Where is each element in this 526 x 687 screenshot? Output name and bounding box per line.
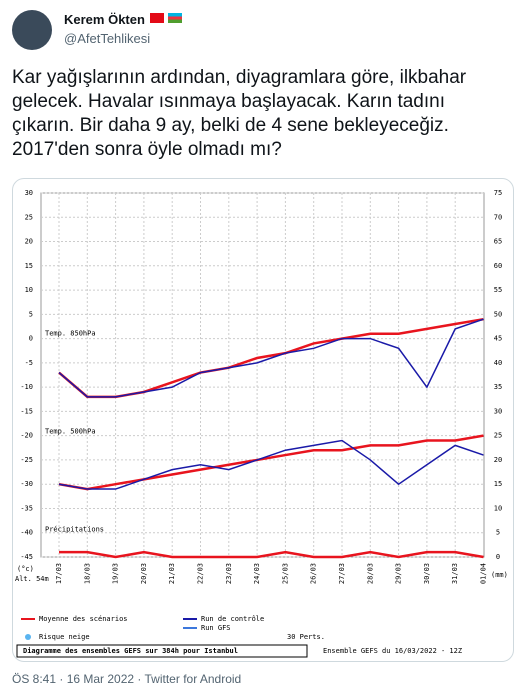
tweet-line: Kar yağışlarının ardından, diyagramlara … (12, 67, 467, 88)
x-tick-label: 19/03 (112, 563, 120, 584)
series-line (58, 434, 484, 491)
flag-tr (150, 13, 164, 23)
plot-area (40, 192, 485, 558)
y-tick-label: 15 (25, 262, 33, 270)
x-tick-label: 23/03 (225, 563, 233, 584)
series-line (59, 550, 484, 559)
y2-tick-label: 50 (494, 310, 502, 318)
x-tick-label: 22/03 (197, 563, 205, 584)
x-tick-label: 21/03 (168, 563, 176, 584)
y2-unit: (mm) (491, 571, 508, 579)
y-tick-label: -25 (20, 456, 33, 464)
y2-tick-label: 20 (494, 456, 502, 464)
x-tick-label: 25/03 (281, 563, 289, 584)
y-tick-label: -30 (20, 480, 33, 488)
x-tick-label: 20/03 (140, 563, 148, 584)
y2-tick-label: 40 (494, 359, 502, 367)
legend-swatch (25, 634, 31, 640)
altitude: Alt. 54m (15, 575, 49, 583)
series-line (58, 318, 484, 398)
y2-tick-label: 35 (494, 383, 502, 391)
y-tick-label: 25 (25, 213, 33, 221)
legend-label: Run GFS (201, 624, 231, 632)
tweet-meta: ÖS 8:41 · 16 Mar 2022 · Twitter for Andr… (12, 672, 242, 686)
legend-label: Run de contrôle (201, 615, 264, 623)
y-tick-label: -45 (20, 553, 33, 561)
chart: 302520151050-5-10-15-20-25-30-35-40-4575… (15, 189, 508, 658)
legend-label: 30 Perts. (287, 633, 325, 641)
x-tick-label: 26/03 (310, 563, 318, 584)
legend-label: Risque neige (39, 633, 90, 641)
y-tick-label: -10 (20, 383, 33, 391)
y-tick-label: -40 (20, 529, 33, 537)
annotation: Temp. 500hPa (45, 428, 96, 436)
y-tick-label: 30 (25, 189, 33, 197)
x-tick-label: 24/03 (253, 563, 261, 584)
flag-az (168, 13, 182, 23)
tweet-line: 2017'den sonra öyle olmadı mı? (12, 139, 282, 160)
y-tick-label: 20 (25, 238, 33, 246)
y-tick-label: -15 (20, 407, 33, 415)
y2-tick-label: 65 (494, 238, 502, 246)
x-tick-label: 28/03 (366, 563, 374, 584)
y2-tick-label: 10 (494, 504, 502, 512)
y2-tick-label: 70 (494, 213, 502, 221)
x-tick-label: 17/03 (55, 563, 63, 584)
chart-title: Diagramme des ensembles GEFS sur 384h po… (23, 647, 238, 655)
y-unit: (°c) (17, 565, 34, 573)
user-handle[interactable]: @AfetTehlikesi (64, 31, 151, 46)
x-tick-label: 27/03 (338, 563, 346, 584)
x-tick-label: 30/03 (423, 563, 431, 584)
y-tick-label: 5 (29, 310, 33, 318)
annotation: Temp. 850hPa (45, 330, 96, 338)
y-tick-label: -20 (20, 432, 33, 440)
y2-tick-label: 75 (494, 189, 502, 197)
tweet-text: Kar yağışlarının ardından, diyagramlara … (12, 66, 466, 162)
y-tick-label: 0 (29, 335, 33, 343)
y2-tick-label: 55 (494, 286, 502, 294)
chart-subtitle: Ensemble GEFS du 16/03/2022 - 12Z (323, 647, 462, 655)
y-tick-label: 10 (25, 286, 33, 294)
y-tick-label: -5 (25, 359, 33, 367)
x-tick-label: 01/04 (480, 563, 488, 584)
user-name[interactable]: Kerem Ökten (64, 12, 145, 27)
y2-tick-label: 0 (496, 553, 500, 561)
tweet-line: gelecek. Havalar ısınmaya başlayacak. Ka… (12, 91, 446, 112)
image-frame[interactable]: 30 25 20 15 10 5 0 -5 -10 -15 -20 -25 -30 -35 -40 -45 75… (12, 178, 514, 662)
avatar[interactable] (12, 10, 52, 50)
y2-tick-label: 60 (494, 262, 502, 270)
y2-tick-label: 15 (494, 480, 502, 488)
y2-tick-label: 30 (494, 407, 502, 415)
y-tick-label: -35 (20, 504, 33, 512)
tweet-line: çıkarın. Bir daha 9 ay, belki de 4 sene … (12, 115, 449, 136)
title-box (16, 644, 308, 658)
x-tick-label: 29/03 (395, 563, 403, 584)
legend-label: Moyenne des scénarios (39, 615, 128, 623)
x-tick-label: 31/03 (451, 563, 459, 584)
x-tick-label: 18/03 (83, 563, 91, 584)
y2-tick-label: 45 (494, 335, 502, 343)
y2-tick-label: 5 (496, 529, 500, 537)
annotation: Précipitations (45, 526, 104, 534)
y2-tick-label: 25 (494, 432, 502, 440)
series-line (58, 439, 484, 490)
